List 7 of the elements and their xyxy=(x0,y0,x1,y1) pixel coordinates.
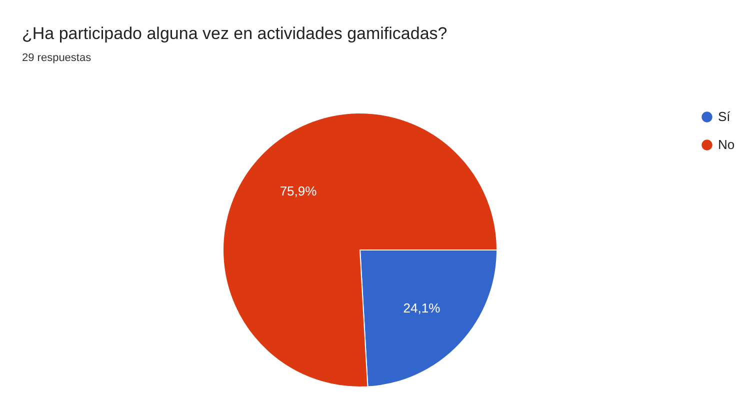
legend-label: Sí xyxy=(718,109,731,124)
pie-slice xyxy=(222,112,498,388)
text: 29 respuestas xyxy=(22,52,92,64)
data-label: 24,1% xyxy=(403,300,441,316)
legend-label: No xyxy=(718,137,735,152)
chart-title: ¿Ha participado alguna vez en actividades gamificadas? xyxy=(22,24,448,43)
data-label: 75,9% xyxy=(280,184,318,199)
